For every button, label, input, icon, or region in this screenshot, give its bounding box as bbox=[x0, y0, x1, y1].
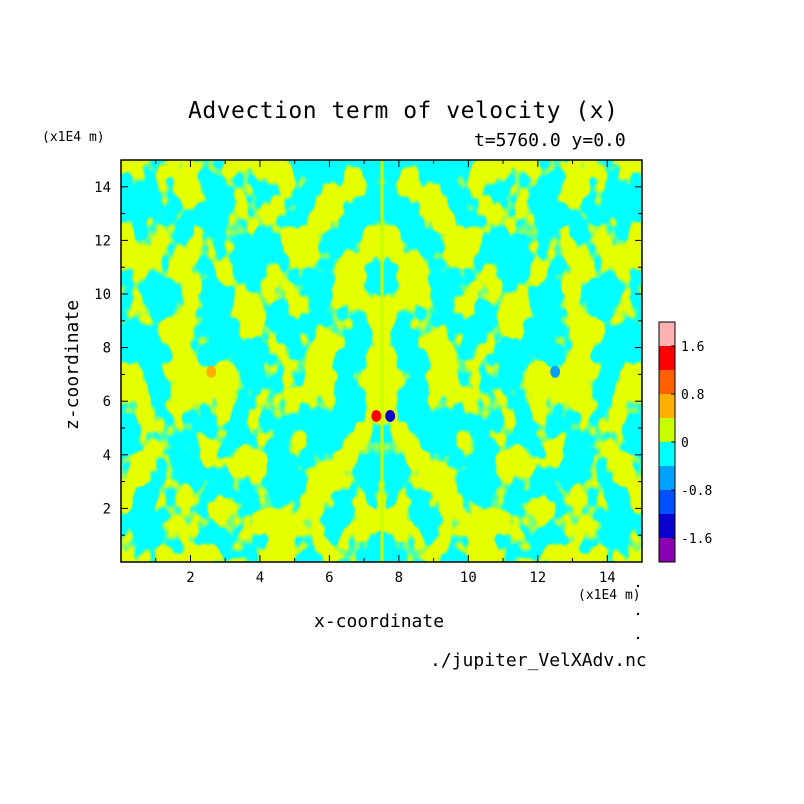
y-axis-unit: (x1E4 m) bbox=[42, 130, 105, 145]
chart-title: Advection term of velocity (x) bbox=[188, 98, 619, 124]
feature-blob bbox=[550, 365, 561, 378]
x-tick-label: 14 bbox=[599, 570, 616, 586]
colorbar-swatch bbox=[659, 322, 675, 346]
colorbar-swatch bbox=[659, 394, 675, 418]
source-file-label: ./jupiter_VelXAdv.nc bbox=[430, 650, 647, 671]
colorbar-swatch bbox=[659, 514, 675, 538]
corner-dot bbox=[636, 612, 640, 616]
y-tick-label: 12 bbox=[94, 233, 111, 249]
field-right-half bbox=[381, 160, 642, 562]
colorbar-label: -0.8 bbox=[681, 484, 712, 499]
colorbar-label: -1.6 bbox=[681, 532, 712, 547]
axis-marks bbox=[636, 584, 640, 640]
x-tick-label: 4 bbox=[256, 570, 264, 586]
x-axis-label: x-coordinate bbox=[314, 611, 445, 632]
colorbar-label: 0 bbox=[681, 436, 689, 451]
x-tick-label: 6 bbox=[325, 570, 333, 586]
x-tick-label: 8 bbox=[395, 570, 403, 586]
plot-frame bbox=[120, 159, 643, 563]
y-tick-label: 8 bbox=[103, 341, 111, 357]
colorbar: -1.6 -0.8 0 0.8 1.6 bbox=[658, 321, 712, 563]
y-tick-label: 14 bbox=[94, 180, 111, 196]
colorbar-swatch bbox=[659, 466, 675, 490]
colorbar-label: 0.8 bbox=[681, 388, 704, 403]
colorbar-swatch bbox=[659, 538, 675, 562]
center-strip bbox=[380, 160, 384, 562]
y-tick-label: 2 bbox=[103, 501, 111, 517]
contour-field bbox=[121, 160, 642, 562]
corner-dot bbox=[636, 636, 640, 640]
y-tick-label: 6 bbox=[103, 394, 111, 410]
x-tick-label: 12 bbox=[529, 570, 546, 586]
plot-axes: 2 4 6 8 10 12 14 2 4 6 8 10 12 14 bbox=[94, 159, 643, 586]
feature-core bbox=[387, 411, 394, 420]
x-tick-label: 10 bbox=[460, 570, 477, 586]
y-tick-label: 10 bbox=[94, 287, 111, 303]
colorbar-swatch bbox=[659, 490, 675, 514]
field-left-half bbox=[121, 160, 382, 562]
corner-dot bbox=[636, 584, 640, 588]
feature-blob bbox=[206, 365, 217, 378]
x-axis-unit: (x1E4 m) bbox=[578, 588, 641, 603]
colorbar-swatch bbox=[659, 418, 675, 442]
y-tick-label: 4 bbox=[103, 448, 111, 464]
colorbar-swatch bbox=[659, 442, 675, 466]
positive-region-right bbox=[381, 160, 642, 562]
colorbar-swatch bbox=[659, 346, 675, 370]
positive-region-left bbox=[121, 160, 382, 562]
chart-subtitle: t=5760.0 y=0.0 bbox=[474, 130, 626, 151]
feature-core bbox=[373, 411, 380, 420]
colorbar-label: 1.6 bbox=[681, 340, 704, 355]
colorbar-swatch bbox=[659, 370, 675, 394]
x-tick-label: 2 bbox=[186, 570, 194, 586]
